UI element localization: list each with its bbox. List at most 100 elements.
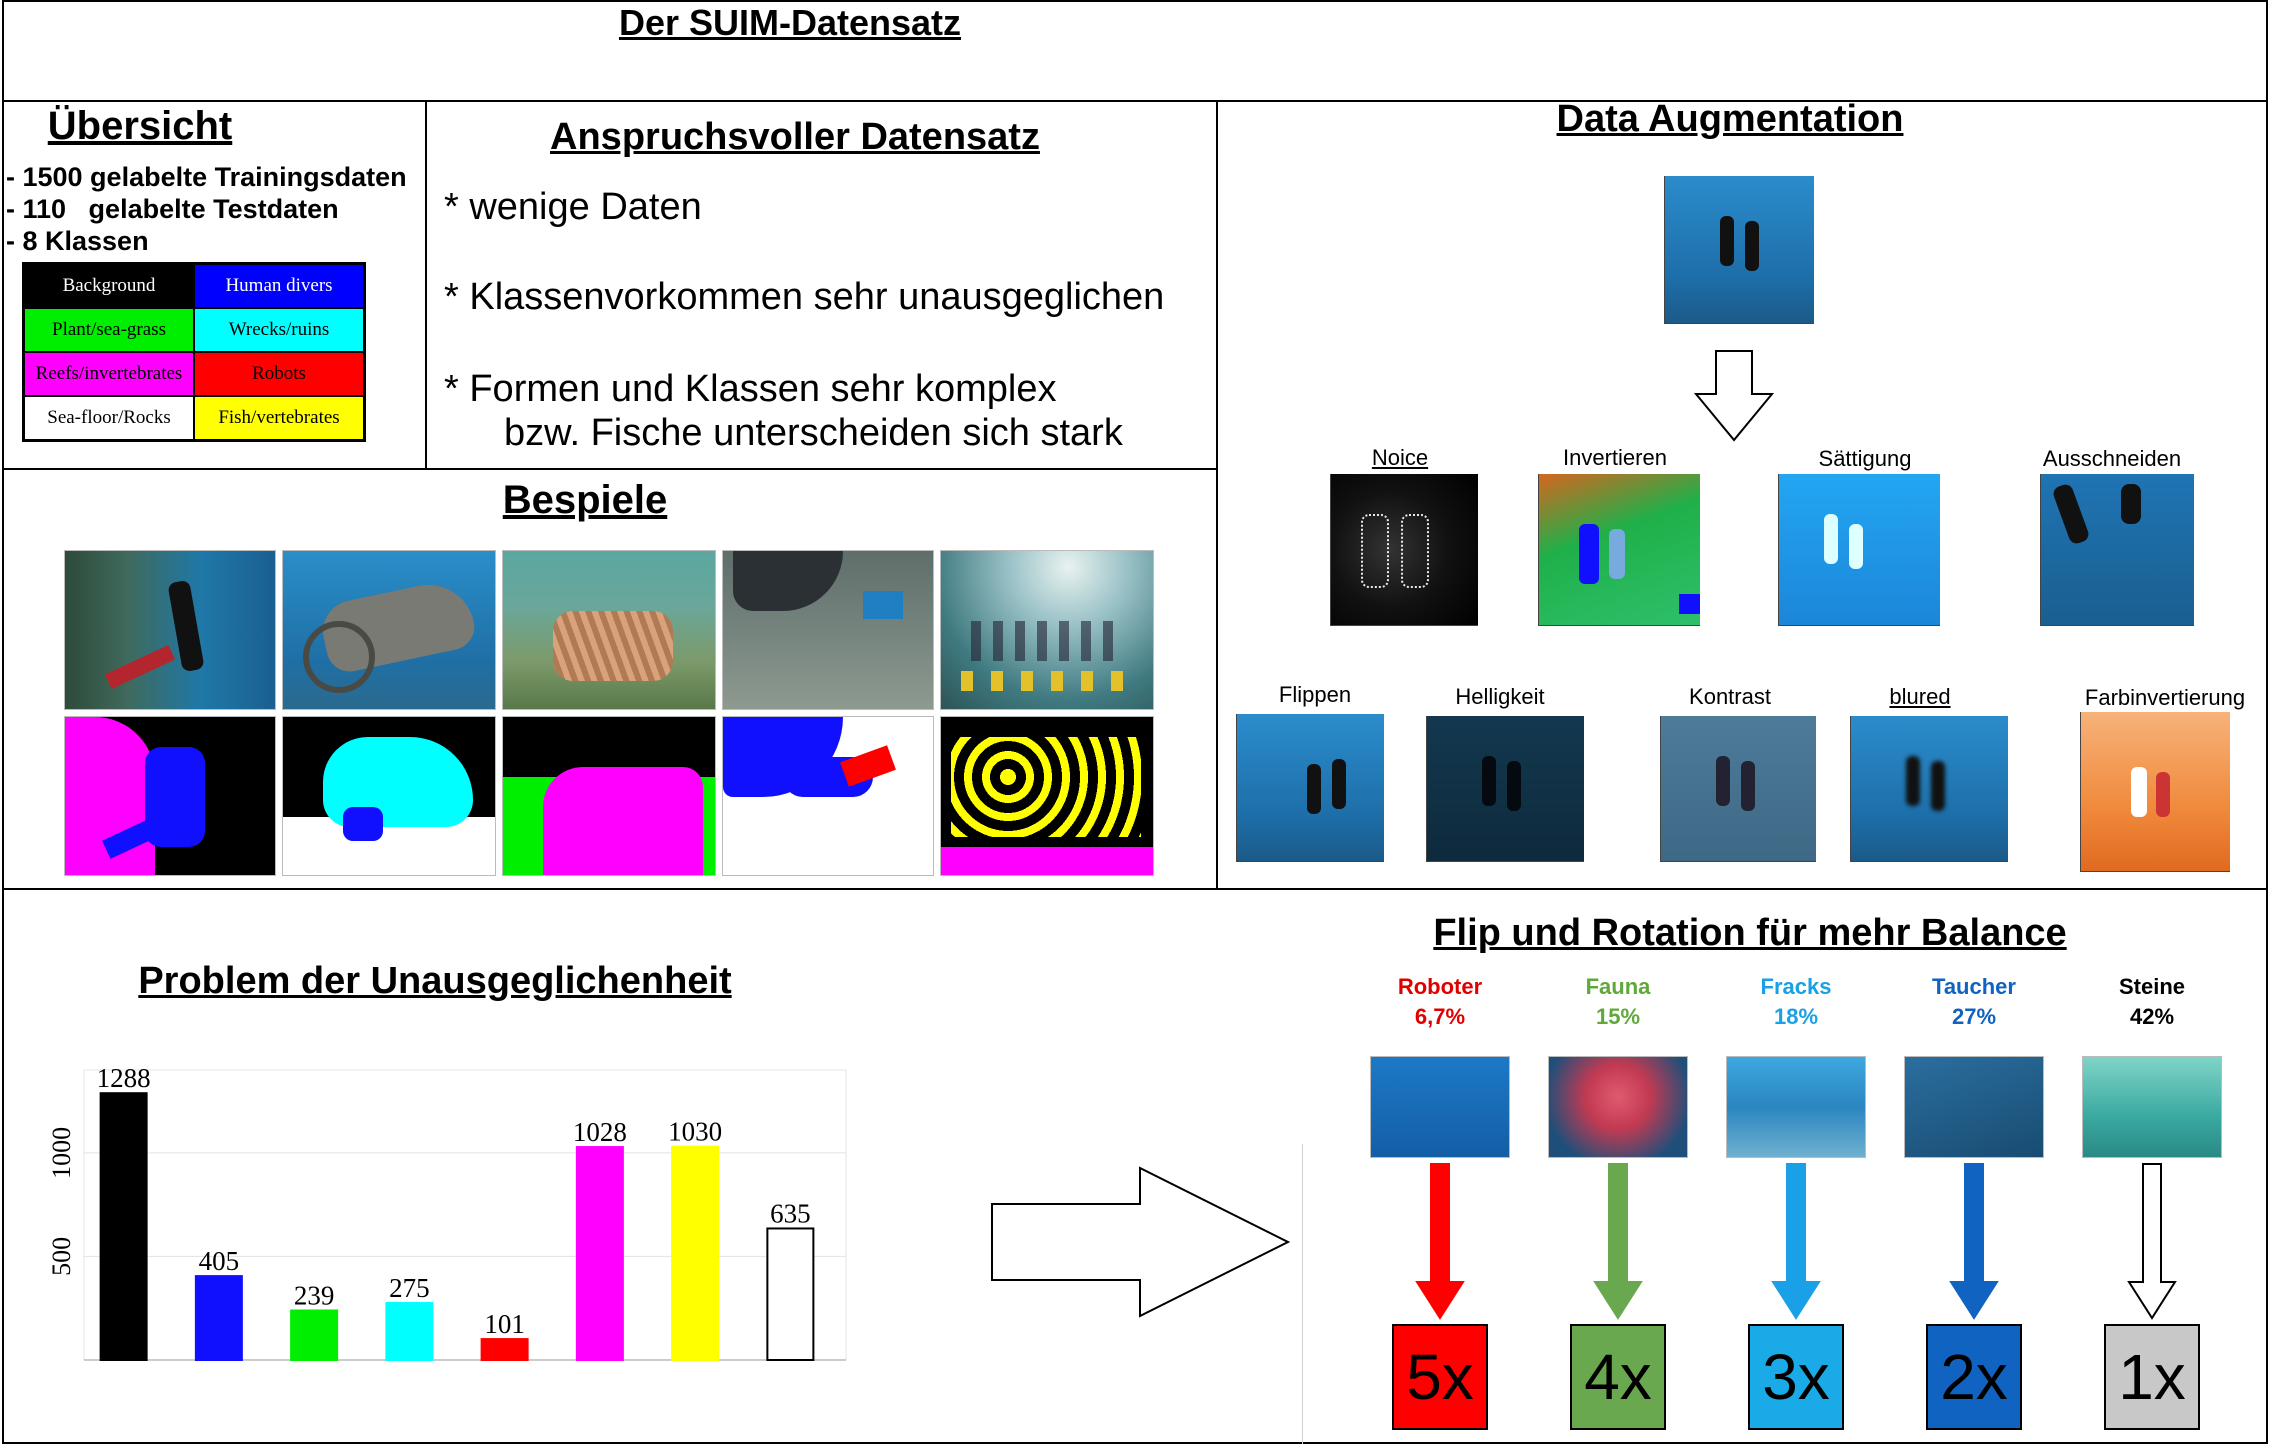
balance-class-percent: 42% [2129, 1004, 2175, 1029]
demanding-point-2: * Klassenvorkommen sehr unausgeglichen [444, 276, 1165, 318]
augmentation-heading: Data Augmentation [1556, 98, 1904, 140]
example-photo-fish [940, 550, 1154, 710]
chart-bar [575, 1146, 624, 1361]
balance-class-image [1548, 1056, 1688, 1158]
chart-bar [766, 1227, 815, 1361]
aug-image-saettigung [1764, 474, 1940, 638]
augmentation-source-image [1650, 176, 1814, 336]
chart-data-label: 1028 [573, 1117, 627, 1147]
legend-item: Human divers [194, 264, 364, 308]
balance-class-percent: 6,7% [1414, 1004, 1466, 1029]
chart-bar [480, 1338, 529, 1362]
aug-image-kontrast [1646, 716, 1816, 874]
aug-label-noice: Noice [1371, 445, 1429, 470]
chart-y-tick-label: 500 [47, 1237, 76, 1276]
example-photo-coral [502, 550, 716, 710]
balance-class-name: Fauna [1585, 974, 1651, 999]
example-mask-wreck [282, 716, 496, 876]
balance-class-image [1726, 1056, 1866, 1158]
aug-label-flippen: Flippen [1278, 682, 1352, 707]
page-title: Der SUIM-Datensatz [618, 2, 962, 43]
imbalance-heading: Problem der Unausgeglichenheit [138, 960, 732, 1002]
demanding-point-3: * Formen und Klassen sehr komplex [444, 368, 1057, 410]
balance-class-percent: 15% [1595, 1004, 1641, 1029]
balance-down-arrow [1593, 1163, 1643, 1320]
overview-line-2: - 110 gelabelte Testdaten [6, 194, 339, 224]
chart-bar [671, 1145, 720, 1362]
legend-item: Background [24, 264, 194, 308]
chart-bar [385, 1302, 434, 1362]
balance-down-arrow [1771, 1163, 1821, 1320]
example-photo-robot [722, 550, 934, 710]
example-mask-fish [940, 716, 1154, 876]
balance-class-percent: 27% [1951, 1004, 1997, 1029]
chart-data-label: 405 [199, 1246, 240, 1276]
class-distribution-chart: 500 1000 1288 405 239 275 101 1028 1030 635 [47, 1063, 847, 1362]
chart-y-tick-label: 1000 [47, 1127, 76, 1179]
balance-heading: Flip und Rotation für mehr Balance [1433, 912, 2067, 954]
balance-class-name: Roboter [1397, 974, 1483, 999]
example-mask-coral [502, 716, 716, 876]
examples-heading: Bespiele [502, 478, 668, 522]
chart-bar [99, 1092, 148, 1361]
bottom-panel [2, 888, 2268, 1444]
example-mask-diver [64, 716, 276, 876]
legend-item: Wrecks/ruins [194, 308, 364, 352]
aug-image-helligkeit [1412, 716, 1584, 874]
balance-class-image [1904, 1056, 2044, 1158]
aug-image-invertieren [1524, 474, 1700, 638]
aug-label-invertieren: Invertieren [1563, 445, 1667, 470]
demanding-point-4: bzw. Fische unterscheiden sich stark [504, 412, 1123, 454]
balance-class-name: Taucher [1932, 974, 2016, 999]
balance-down-arrow [1415, 1163, 1465, 1320]
balance-class-name: Fracks [1760, 974, 1832, 999]
example-photo-diver [64, 550, 276, 710]
legend-item: Robots [194, 352, 364, 396]
chart-data-label: 1030 [668, 1117, 722, 1147]
legend-item: Sea-floor/Rocks [24, 396, 194, 440]
aug-image-noice [1316, 474, 1478, 638]
aug-image-ausschneiden [2026, 474, 2194, 638]
aug-label-helligkeit: Helligkeit [1455, 684, 1545, 709]
balance-down-arrow [1949, 1163, 1999, 1320]
balance-multiplier: 3x [1748, 1324, 1844, 1430]
balance-down-arrow [2127, 1163, 2177, 1320]
aug-image-flippen [1222, 714, 1384, 874]
chart-data-label: 239 [294, 1280, 335, 1310]
balance-class-image [1370, 1056, 1510, 1158]
legend-item: Plant/sea-grass [24, 308, 194, 352]
example-photo-wreck [282, 550, 496, 710]
balance-multiplier: 5x [1392, 1324, 1488, 1430]
example-mask-robot [722, 716, 934, 876]
balance-multiplier: 2x [1926, 1324, 2022, 1430]
aug-label-saettigung: Sättigung [1818, 446, 1912, 471]
demanding-heading: Anspruchsvoller Datensatz [550, 116, 1040, 158]
aug-image-blured [1836, 716, 2008, 874]
transition-right-arrow [991, 1166, 1290, 1318]
balance-multiplier: 1x [2104, 1324, 2200, 1430]
aug-label-kontrast: Kontrast [1689, 684, 1771, 709]
overview-line-3: - 8 Klassen [6, 226, 149, 256]
chart-bar [290, 1309, 339, 1361]
balance-class-name: Steine [2118, 974, 2186, 999]
balance-class-percent: 18% [1773, 1004, 1819, 1029]
chart-data-label: 275 [389, 1273, 430, 1303]
overview-line-1: - 1500 gelabelte Trainingsdaten [6, 162, 407, 192]
aug-image-farbinvertierung [2066, 712, 2230, 884]
balance-multiplier: 4x [1570, 1324, 1666, 1430]
aug-label-blured: blured [1889, 684, 1951, 709]
class-legend: Background Human divers Plant/sea-grass Wre… [22, 262, 366, 442]
aug-label-ausschneiden: Ausschneiden [2042, 446, 2182, 471]
legend-item: Fish/vertebrates [194, 396, 364, 440]
chart-bar [194, 1275, 243, 1362]
chart-data-label: 101 [484, 1309, 525, 1339]
aug-label-farbinvertierung: Farbinvertierung [2084, 685, 2246, 710]
overview-heading: Übersicht [47, 104, 233, 148]
title-frame [2, 0, 2268, 102]
chart-data-label: 1288 [97, 1063, 151, 1093]
augmentation-down-arrow [1694, 350, 1774, 442]
chart-data-label: 635 [770, 1198, 811, 1228]
demanding-point-1: * wenige Daten [444, 186, 702, 228]
vertical-divider [1302, 1144, 1303, 1444]
legend-item: Reefs/invertebrates [24, 352, 194, 396]
